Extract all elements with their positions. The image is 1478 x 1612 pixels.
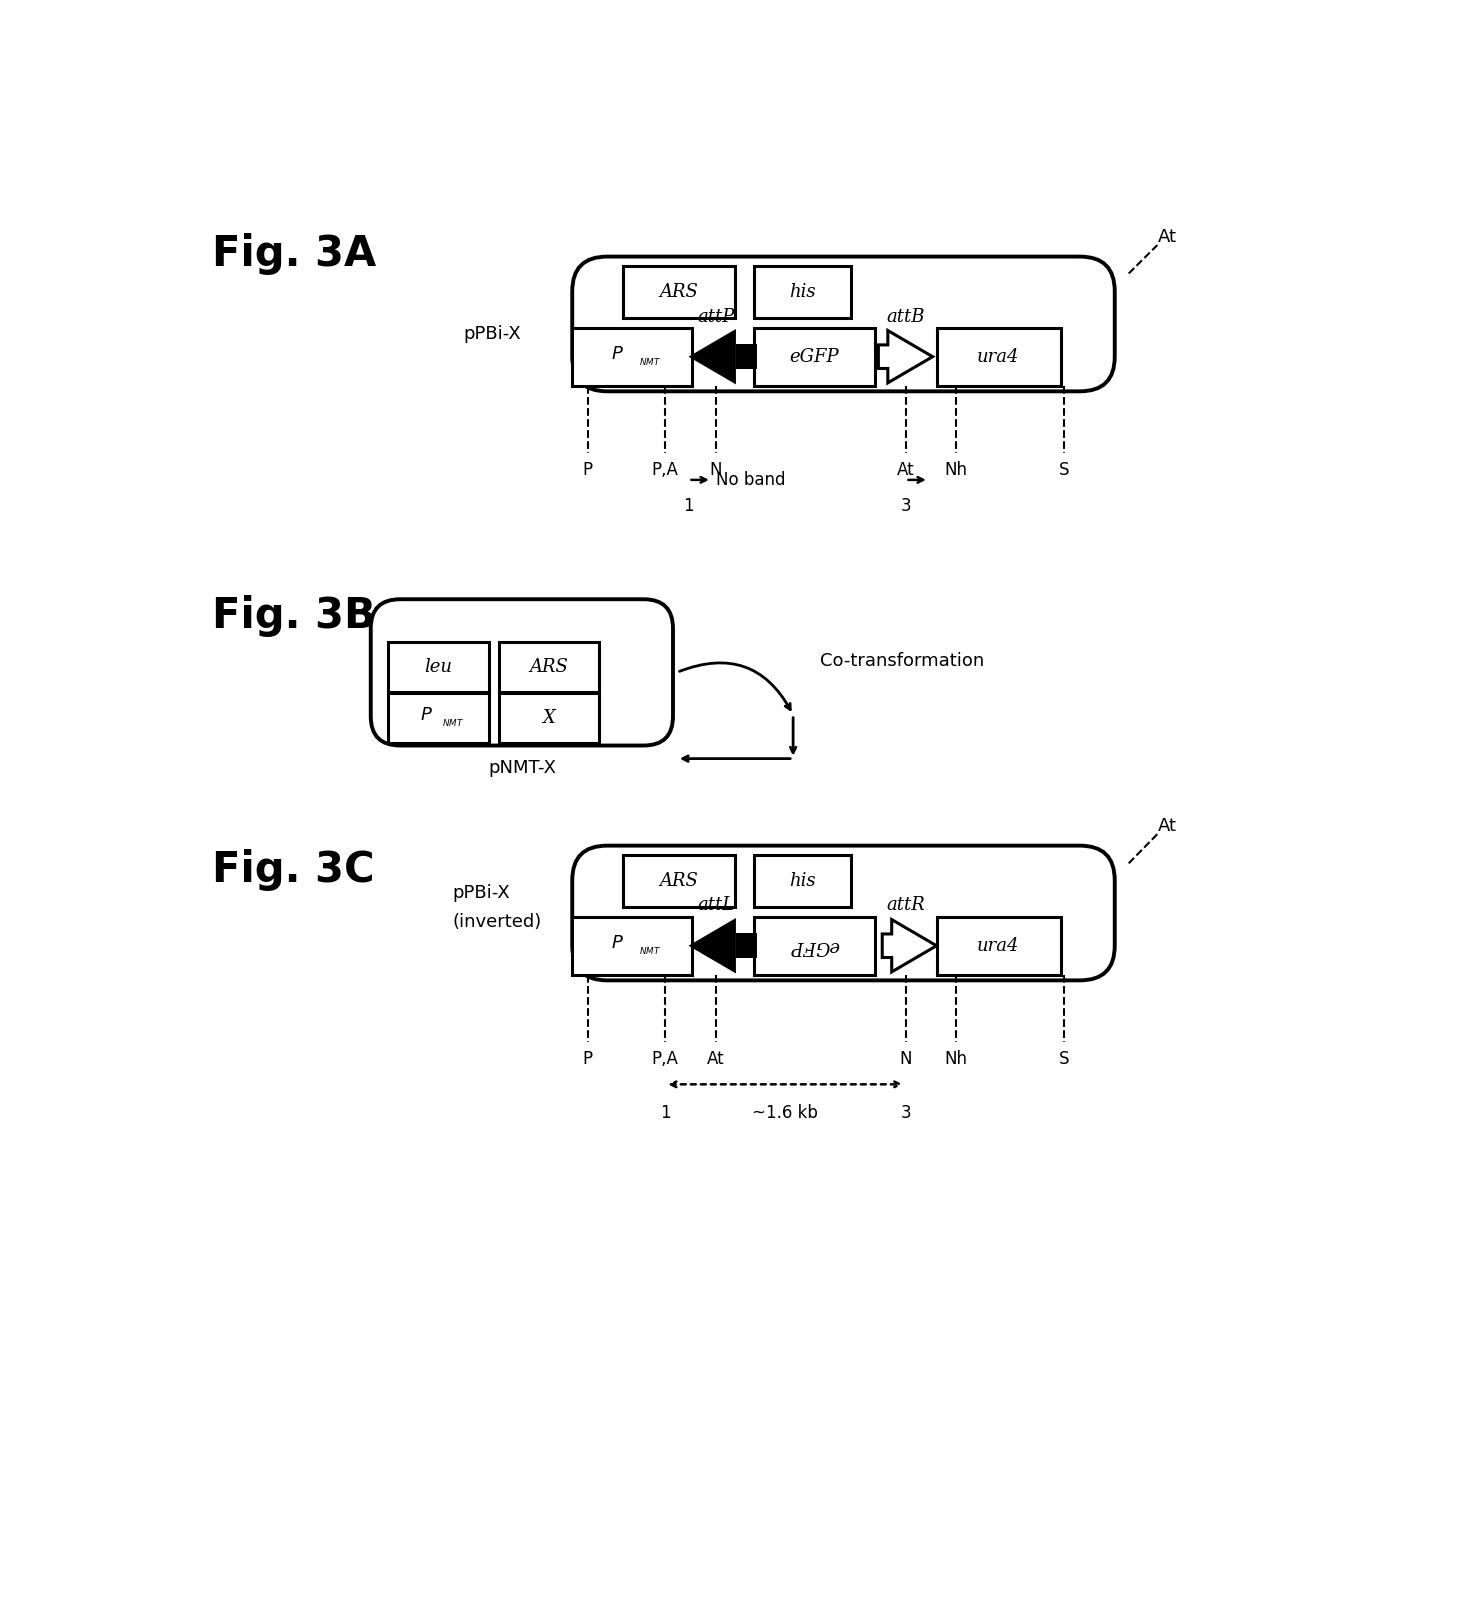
Text: leu: leu — [424, 658, 452, 675]
FancyBboxPatch shape — [371, 600, 672, 745]
Text: N: N — [899, 1049, 912, 1067]
Text: $_{NMT}$: $_{NMT}$ — [640, 945, 661, 958]
FancyBboxPatch shape — [754, 917, 875, 975]
FancyBboxPatch shape — [754, 266, 851, 318]
Polygon shape — [689, 917, 736, 974]
Text: At: At — [1157, 229, 1176, 247]
Text: 1: 1 — [683, 496, 693, 514]
FancyBboxPatch shape — [572, 256, 1114, 392]
Text: pNMT-X: pNMT-X — [488, 759, 556, 777]
Text: Nh: Nh — [944, 1049, 968, 1067]
Text: eGFP: eGFP — [789, 348, 840, 366]
Bar — [736, 933, 757, 958]
FancyBboxPatch shape — [572, 917, 692, 975]
FancyBboxPatch shape — [572, 846, 1114, 980]
FancyBboxPatch shape — [572, 329, 692, 385]
Text: 3: 3 — [900, 1104, 910, 1122]
FancyBboxPatch shape — [622, 266, 735, 318]
Text: At: At — [706, 1049, 724, 1067]
Text: $P$: $P$ — [612, 345, 624, 363]
Text: $P$: $P$ — [420, 706, 433, 724]
Text: At: At — [897, 461, 915, 479]
Text: eGFP: eGFP — [789, 937, 840, 956]
Text: P,A: P,A — [652, 461, 678, 479]
Text: $_{NMT}$: $_{NMT}$ — [442, 716, 464, 729]
Text: S: S — [1060, 1049, 1070, 1067]
Text: P,A: P,A — [652, 1049, 678, 1067]
Text: $_{NMT}$: $_{NMT}$ — [640, 355, 661, 368]
Text: attP: attP — [698, 308, 735, 326]
Text: Fig. 3C: Fig. 3C — [211, 850, 374, 891]
FancyBboxPatch shape — [754, 329, 875, 385]
Text: Co-transformation: Co-transformation — [820, 651, 984, 671]
Text: $P$: $P$ — [612, 933, 624, 953]
Text: his: his — [789, 872, 816, 890]
Text: ura4: ura4 — [977, 937, 1020, 956]
Text: attB: attB — [887, 308, 925, 326]
FancyBboxPatch shape — [754, 854, 851, 908]
Text: No band: No band — [715, 471, 785, 488]
Text: ~1.6 kb: ~1.6 kb — [752, 1104, 819, 1122]
FancyBboxPatch shape — [937, 917, 1061, 975]
Text: ARS: ARS — [529, 658, 569, 675]
Text: 3: 3 — [900, 496, 910, 514]
FancyBboxPatch shape — [498, 693, 600, 743]
Text: ura4: ura4 — [977, 348, 1020, 366]
Text: his: his — [789, 284, 816, 301]
Text: attL: attL — [698, 896, 735, 914]
FancyBboxPatch shape — [498, 642, 600, 692]
Text: N: N — [709, 461, 721, 479]
Text: pPBi-X: pPBi-X — [452, 883, 510, 903]
FancyBboxPatch shape — [937, 329, 1061, 385]
Polygon shape — [689, 329, 736, 384]
Text: ARS: ARS — [659, 284, 698, 301]
Text: X: X — [542, 709, 556, 727]
Polygon shape — [882, 919, 937, 972]
Text: attR: attR — [887, 896, 925, 914]
Text: Nh: Nh — [944, 461, 968, 479]
FancyBboxPatch shape — [387, 642, 489, 692]
Text: P: P — [582, 1049, 593, 1067]
Text: 1: 1 — [661, 1104, 671, 1122]
Polygon shape — [878, 330, 933, 384]
FancyBboxPatch shape — [622, 854, 735, 908]
Text: (inverted): (inverted) — [452, 912, 541, 930]
Text: Fig. 3B: Fig. 3B — [211, 595, 375, 637]
Text: At: At — [1157, 817, 1176, 835]
Text: ARS: ARS — [659, 872, 698, 890]
Text: pPBi-X: pPBi-X — [464, 324, 522, 343]
Bar — [736, 345, 757, 369]
Text: Fig. 3A: Fig. 3A — [211, 234, 375, 276]
FancyBboxPatch shape — [387, 693, 489, 743]
Text: S: S — [1060, 461, 1070, 479]
Text: P: P — [582, 461, 593, 479]
